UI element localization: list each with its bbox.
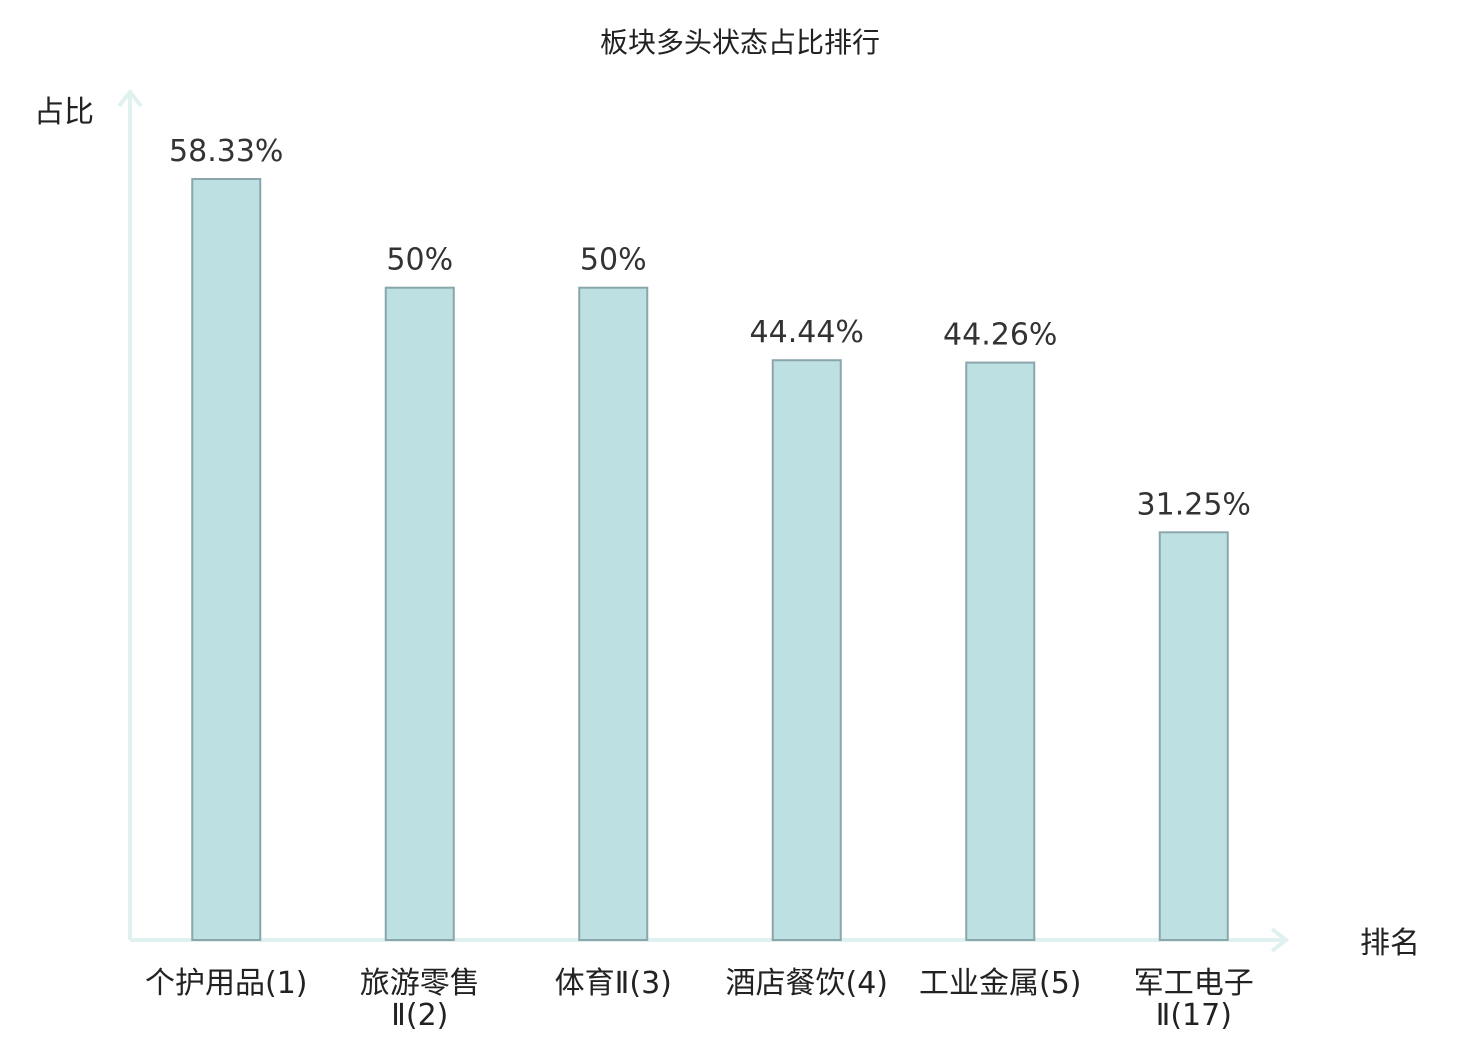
bar-3 (771, 359, 842, 941)
category-label-0: 个护用品(1) (145, 966, 308, 1001)
category-label-2: 体育Ⅱ(3) (555, 966, 672, 1001)
category-label-1: 旅游零售 Ⅱ(2) (360, 966, 480, 1033)
bar-0 (191, 178, 262, 942)
bar-4 (965, 361, 1036, 942)
value-labels-group: 58.33% 50% 50% 44.44% 44.26% 31.25% (169, 134, 1251, 522)
x-axis-label: 排名 (1360, 926, 1420, 961)
y-axis (117, 88, 143, 940)
category-label-4: 工业金属(5) (919, 966, 1082, 1001)
category-label-5: 军工电子 Ⅱ(17) (1134, 966, 1254, 1033)
chart-title: 板块多头状态占比排行 (600, 26, 880, 59)
value-label-2: 50% (580, 243, 647, 278)
value-label-3: 44.44% (750, 315, 864, 350)
value-label-1: 50% (386, 243, 453, 278)
value-label-5: 31.25% (1137, 487, 1251, 522)
value-label-0: 58.33% (169, 134, 283, 169)
value-label-4: 44.26% (943, 318, 1057, 353)
y-axis-label: 占比 (34, 95, 94, 130)
x-axis (130, 927, 1290, 953)
bars-group (191, 178, 1229, 942)
bar-1 (384, 286, 455, 941)
bar-2 (578, 286, 649, 941)
category-label-3: 酒店餐饮(4) (726, 966, 889, 1001)
category-labels-group: 个护用品(1) 旅游零售 Ⅱ(2) 体育Ⅱ(3) 酒店餐饮(4) 工业金属(5) 军工电子 Ⅱ… (145, 966, 1254, 1033)
bar-5 (1158, 531, 1229, 941)
